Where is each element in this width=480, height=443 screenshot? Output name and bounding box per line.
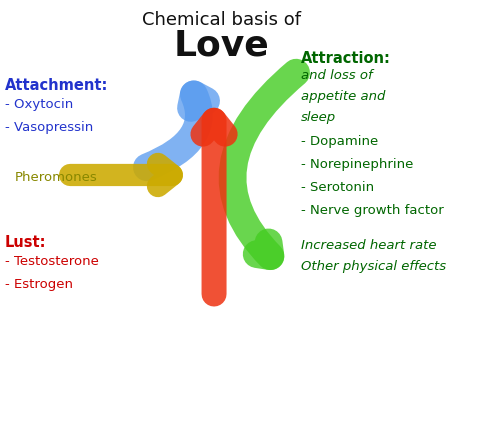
Text: Pheromones: Pheromones [14,171,97,184]
Text: Love: Love [173,29,269,63]
Text: - Estrogen: - Estrogen [5,278,72,291]
Text: Other physical effects: Other physical effects [300,260,445,273]
Text: - Testosterone: - Testosterone [5,255,98,268]
Text: and loss of: and loss of [300,69,372,82]
Text: Chemical basis of: Chemical basis of [142,11,300,29]
Text: Lust:: Lust: [5,235,46,250]
FancyArrowPatch shape [232,73,296,256]
Text: Attachment:: Attachment: [5,78,108,93]
FancyArrowPatch shape [146,94,205,167]
FancyArrowPatch shape [203,120,225,294]
Text: sleep: sleep [300,111,335,124]
Text: - Norepinephrine: - Norepinephrine [300,158,412,171]
Text: - Dopamine: - Dopamine [300,135,377,148]
Text: - Nerve growth factor: - Nerve growth factor [300,204,443,217]
Text: appetite and: appetite and [300,90,384,103]
Text: Increased heart rate: Increased heart rate [300,239,435,252]
FancyArrowPatch shape [70,164,171,186]
Text: Attraction:: Attraction: [300,51,390,66]
Text: - Serotonin: - Serotonin [300,181,373,194]
Text: - Oxytocin: - Oxytocin [5,98,73,111]
Text: - Vasopressin: - Vasopressin [5,121,93,134]
